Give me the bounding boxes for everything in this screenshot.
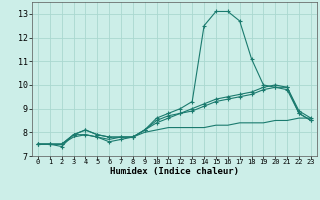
X-axis label: Humidex (Indice chaleur): Humidex (Indice chaleur) [110,167,239,176]
